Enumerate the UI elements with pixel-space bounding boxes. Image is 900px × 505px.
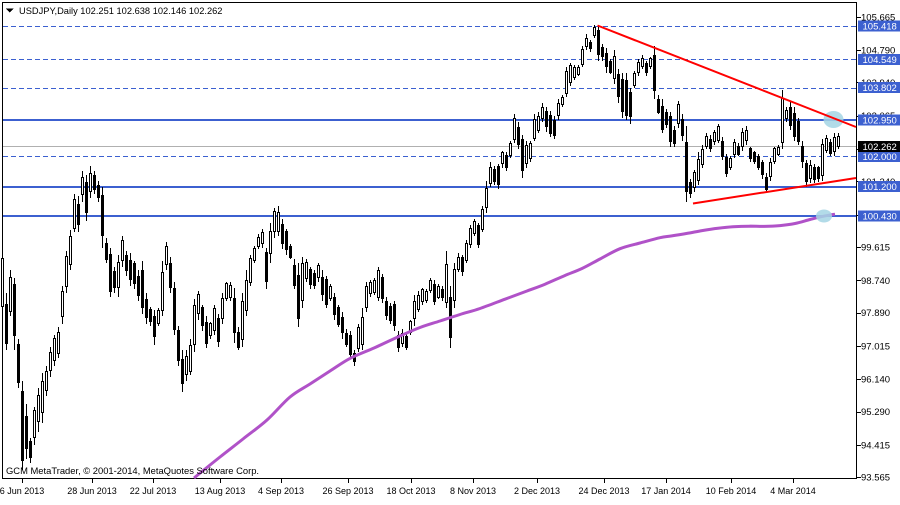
svg-text:97.890: 97.890 (861, 308, 890, 319)
svg-text:96.140: 96.140 (861, 375, 890, 386)
svg-text:24 Dec 2013: 24 Dec 2013 (578, 486, 629, 496)
svg-text:102.950: 102.950 (863, 116, 897, 127)
svg-text:GCM MetaTrader, © 2001-2014, M: GCM MetaTrader, © 2001-2014, MetaQuotes … (6, 465, 259, 476)
svg-text:6 Jun 2013: 6 Jun 2013 (0, 486, 44, 496)
svg-text:4 Sep 2013: 4 Sep 2013 (258, 486, 304, 496)
svg-text:22 Jul 2013: 22 Jul 2013 (130, 486, 177, 496)
svg-text:99.615: 99.615 (861, 243, 890, 254)
svg-text:28 Jun 2013: 28 Jun 2013 (67, 486, 117, 496)
svg-text:13 Aug 2013: 13 Aug 2013 (195, 486, 246, 496)
svg-text:95.290: 95.290 (861, 407, 890, 418)
svg-text:101.200: 101.200 (863, 182, 897, 193)
svg-text:26 Sep 2013: 26 Sep 2013 (322, 486, 373, 496)
svg-text:8 Nov 2013: 8 Nov 2013 (450, 486, 496, 496)
svg-text:102.000: 102.000 (863, 152, 897, 163)
svg-text:93.565: 93.565 (861, 473, 890, 484)
svg-text:105.418: 105.418 (863, 22, 897, 33)
svg-text:104.549: 104.549 (863, 55, 897, 66)
svg-text:98.740: 98.740 (861, 276, 890, 287)
svg-text:100.430: 100.430 (863, 211, 897, 222)
svg-text:97.015: 97.015 (861, 341, 890, 352)
svg-text:104.790: 104.790 (861, 46, 895, 57)
svg-text:USDJPY,Daily 102.251 102.638: USDJPY,Daily 102.251 102.638 102.146 102… (19, 6, 222, 16)
svg-text:103.802: 103.802 (863, 83, 897, 94)
svg-text:17 Jan 2014: 17 Jan 2014 (641, 486, 691, 496)
svg-text:4 Mar 2014: 4 Mar 2014 (770, 486, 816, 496)
svg-text:102.262: 102.262 (863, 142, 897, 153)
svg-text:10 Feb 2014: 10 Feb 2014 (706, 486, 757, 496)
svg-text:18 Oct 2013: 18 Oct 2013 (386, 486, 435, 496)
svg-text:2 Dec 2013: 2 Dec 2013 (514, 486, 560, 496)
svg-text:94.415: 94.415 (861, 440, 890, 451)
svg-text:105.665: 105.665 (861, 12, 895, 23)
